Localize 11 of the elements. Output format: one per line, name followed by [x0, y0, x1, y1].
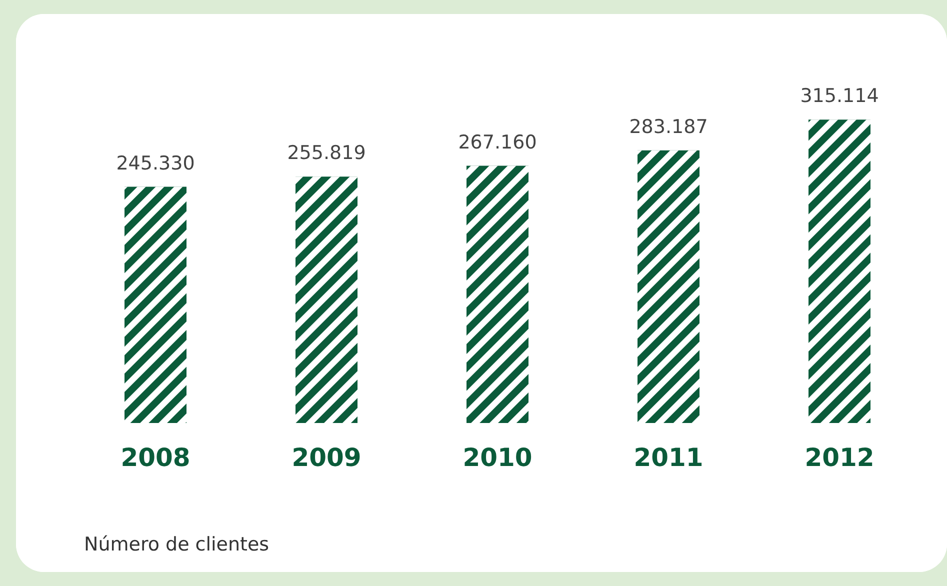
- data-label: 315.114: [800, 85, 879, 108]
- x-tick-label: 2009: [292, 443, 362, 472]
- data-label: 267.160: [458, 131, 537, 154]
- x-tick-label: 2011: [634, 443, 704, 472]
- data-label: 245.330: [116, 152, 195, 174]
- x-tick-label: 2008: [120, 443, 190, 472]
- data-label: 255.819: [287, 142, 366, 164]
- x-tick-label: 2010: [462, 443, 532, 472]
- x-tick-label: 2012: [804, 443, 874, 472]
- data-label: 283.187: [629, 116, 708, 138]
- text: Número de clientes: [84, 534, 270, 556]
